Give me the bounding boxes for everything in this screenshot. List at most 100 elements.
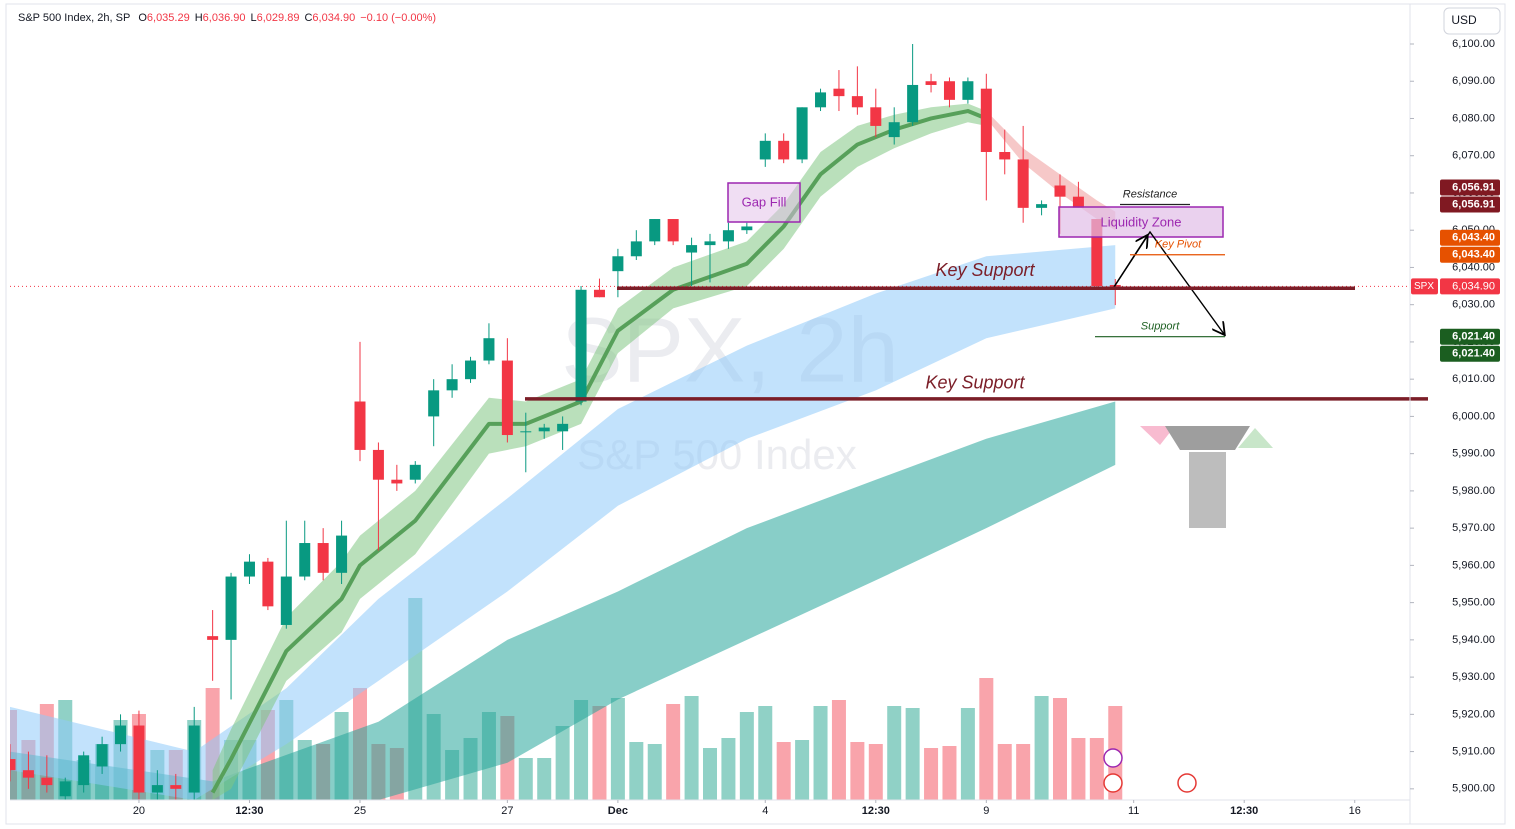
candle-body [1072,196,1084,208]
price-tag [1440,229,1500,246]
plot-area [10,43,1410,800]
candle-body [538,427,550,432]
candle-body [391,479,403,484]
x-tick-label: 20 [133,805,145,817]
x-tick-label: 25 [354,805,366,817]
candle-body [1054,185,1066,197]
liquidity-label: Liquidity Zone [1101,214,1182,229]
x-tick-label: 12:30 [1230,805,1258,817]
candle-body [741,226,753,231]
event-flag[interactable] [1103,773,1123,793]
volume-bar [887,706,902,800]
volume-bar [813,706,828,800]
level-text: Resistance [1123,188,1177,200]
level-text: Support [1141,321,1180,333]
y-tick-label: 5,910.00 [1452,745,1495,757]
volume-bar [574,700,589,800]
ohlc-label: L [251,12,257,24]
candle-body [170,785,182,789]
price-tag [1440,328,1500,345]
volume-bar [666,704,681,800]
candle-body [612,256,624,272]
volume-bar [518,758,533,800]
ohlc-value: 6,034.90 [312,12,355,24]
logo-left [1140,426,1175,445]
band [10,401,1116,800]
y-tick-label: 5,970.00 [1452,522,1495,534]
y-tick-label: 5,930.00 [1452,671,1495,683]
ohlc-label: C [304,12,312,24]
volume-bar [924,748,939,800]
y-tick-label: 5,940.00 [1452,634,1495,646]
price-tag-label: 6,021.40 [1452,331,1495,343]
candle-body [446,379,458,391]
candle-body [907,84,919,123]
ohlc-value: 6,035.29 [147,12,190,24]
candle-body [78,755,90,786]
volume-bar [555,726,570,800]
ohlc-label: O [138,12,147,24]
ohlc-label: H [195,12,203,24]
currency-button[interactable] [1443,7,1501,35]
x-tick-label: 4 [762,805,768,817]
candle-body [409,464,421,480]
candle-body [962,81,974,100]
x-tick-label: 27 [501,805,513,817]
candle-body [851,96,863,108]
candle-body [520,431,532,433]
candle-body [151,785,163,793]
x-tick-label: 9 [983,805,989,817]
y-tick-label: 5,920.00 [1452,708,1495,720]
x-tick-label: 16 [1349,805,1361,817]
frame [5,3,1506,825]
band [10,245,1116,800]
volume-bar [629,742,644,800]
ohlc-value: 6,029.89 [257,12,300,24]
volume-bar [776,742,791,800]
volume-bar [942,746,957,800]
candle-body [22,770,34,778]
volume-bar [850,742,865,800]
event-flag[interactable] [1177,773,1197,793]
candle-body [10,759,16,771]
ohlc-value: 6,036.90 [203,12,246,24]
candle-body [59,781,71,797]
candle-body [372,449,384,480]
logo-top [1165,426,1250,450]
candle-body [557,423,569,432]
gap-fill-box [727,182,801,223]
candle-body [483,338,495,361]
candle-body [1091,219,1103,287]
candle-body [501,360,513,436]
candle-body [280,576,292,625]
volume-bar [758,706,773,800]
price-tag [1440,179,1500,196]
symbol-tag-label: SPX [1414,281,1434,292]
projection-arrow-up [1113,236,1147,288]
candle-body [943,81,955,100]
candle-body [593,289,605,298]
candle-body [1036,204,1048,208]
price-tag-label: 6,043.40 [1452,232,1495,244]
candle-body [759,140,771,160]
candle-body [888,122,900,138]
candle-body [41,777,53,786]
symbol-tag [1411,278,1438,295]
candle-body [778,140,790,160]
volume-bar [703,748,717,800]
y-tick-label: 6,010.00 [1452,373,1495,385]
volume-bar [647,744,662,800]
currency[interactable]: USD [1451,13,1477,27]
price-tag-label: 6,043.40 [1452,249,1495,261]
y-tick-label: 5,950.00 [1452,597,1495,609]
event-icon[interactable] [1103,748,1123,768]
volume-bar [721,738,736,800]
volume-bar [868,744,883,800]
candle-body [317,543,329,573]
price-tag-label: 6,034.90 [1452,280,1495,292]
y-tick-label: 6,090.00 [1452,75,1495,87]
x-tick-label: 12:30 [862,805,890,817]
volume-bar [960,708,975,800]
candle-body [815,92,827,108]
candle-body [354,401,366,450]
